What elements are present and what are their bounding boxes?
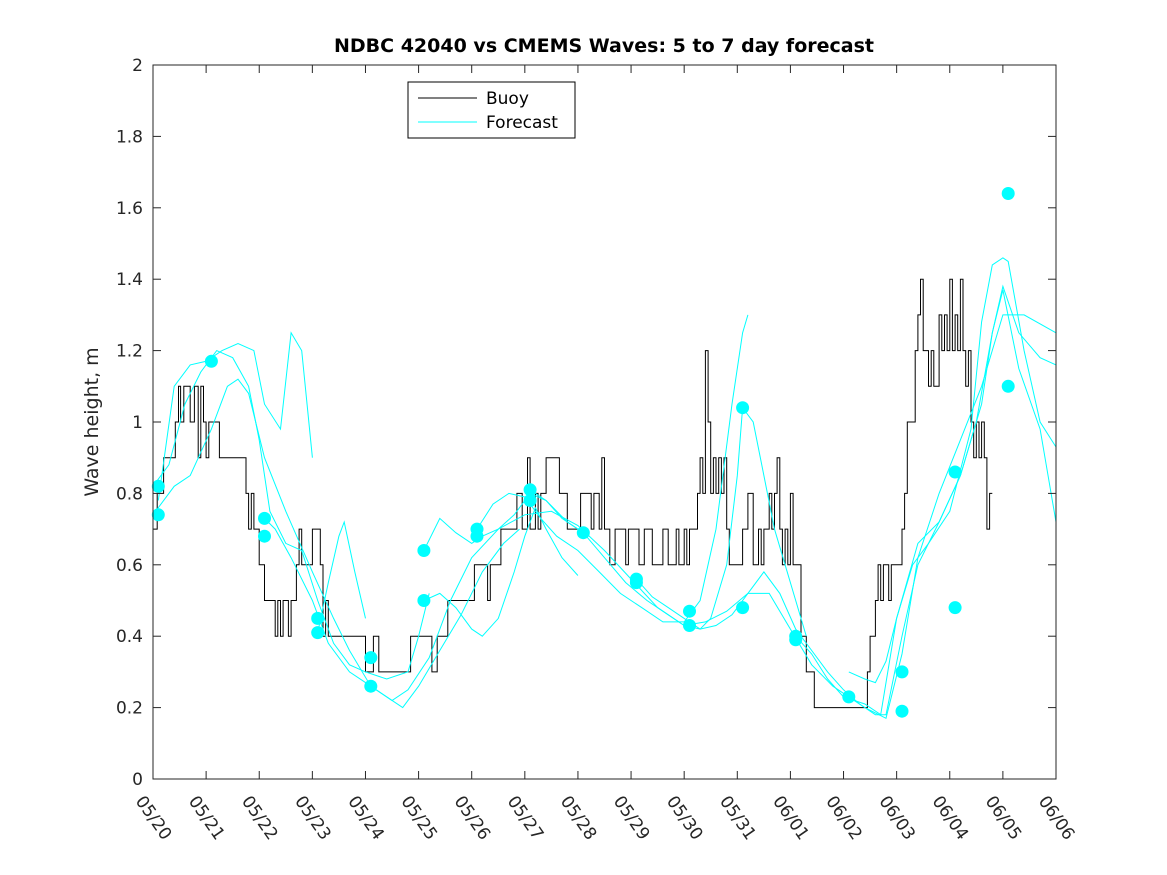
forecast-marker-7 bbox=[364, 651, 378, 665]
x-tick-label: 05/30 bbox=[662, 792, 706, 844]
x-tick-label: 05/27 bbox=[503, 792, 547, 844]
x-tick-label: 05/25 bbox=[396, 792, 440, 844]
x-tick-label: 05/21 bbox=[184, 792, 228, 844]
legend: Buoy Forecast bbox=[407, 81, 576, 139]
forecast-series-line-5 bbox=[317, 520, 366, 633]
y-tick-label: 0.6 bbox=[116, 556, 143, 576]
y-tick-label: 0.2 bbox=[116, 699, 143, 719]
forecast-series-line-4 bbox=[264, 518, 520, 709]
forecast-series-line-2 bbox=[152, 349, 430, 680]
forecast-marker-24 bbox=[842, 690, 856, 704]
y-tick-label: 1.8 bbox=[116, 127, 143, 147]
x-tick-label: 05/31 bbox=[715, 792, 759, 844]
y-tick-label: 1 bbox=[132, 413, 143, 433]
x-tick-label: 06/04 bbox=[928, 792, 972, 844]
forecast-marker-13 bbox=[523, 483, 537, 497]
forecast-marker-20 bbox=[736, 401, 750, 415]
buoy-series-line bbox=[153, 278, 993, 709]
forecast-marker-18 bbox=[683, 604, 696, 618]
legend-box bbox=[407, 81, 576, 139]
y-tick-label: 0.4 bbox=[116, 627, 143, 647]
forecast-marker-25 bbox=[895, 665, 909, 679]
x-tick-label: 05/22 bbox=[237, 792, 281, 844]
forecast-marker-28 bbox=[948, 601, 962, 615]
forecast-marker-2 bbox=[204, 354, 218, 368]
forecast-marker-3 bbox=[258, 511, 271, 525]
y-tick-label: 0 bbox=[132, 770, 143, 790]
forecast-marker-10 bbox=[417, 594, 431, 607]
x-tick-label: 05/29 bbox=[609, 792, 653, 844]
forecast-marker-6 bbox=[311, 626, 325, 640]
x-tick-label: 06/05 bbox=[981, 792, 1025, 844]
y-tick-label: 1.6 bbox=[116, 199, 143, 219]
x-tick-label: 05/26 bbox=[450, 792, 494, 844]
forecast-series-line-1 bbox=[152, 314, 1057, 720]
forecast-series-line-11 bbox=[795, 289, 1057, 716]
y-tick-label: 1.4 bbox=[116, 270, 143, 290]
y-axis-label: Wave height, m bbox=[81, 347, 103, 496]
forecast-marker-0 bbox=[151, 508, 165, 522]
forecast-marker-27 bbox=[948, 465, 962, 479]
forecast-marker-17 bbox=[629, 576, 643, 590]
x-tick-label: 06/02 bbox=[821, 792, 865, 844]
forecast-marker-15 bbox=[576, 526, 590, 540]
forecast-series-line-3 bbox=[157, 331, 313, 501]
forecast-series-line-7 bbox=[423, 506, 579, 637]
forecast-marker-12 bbox=[470, 529, 484, 543]
forecast-series-line-8 bbox=[476, 314, 749, 623]
chart-title: NDBC 42040 vs CMEMS Waves: 5 to 7 day fo… bbox=[334, 35, 874, 57]
forecast-marker-14 bbox=[523, 494, 537, 507]
forecast-marker-23 bbox=[789, 633, 803, 647]
forecast-marker-1 bbox=[151, 479, 165, 493]
forecast-marker-9 bbox=[417, 544, 431, 557]
forecast-marker-26 bbox=[895, 704, 909, 718]
x-tick-label: 05/24 bbox=[343, 792, 387, 844]
y-tick-label: 1.2 bbox=[116, 342, 143, 362]
x-tick-label: 05/23 bbox=[290, 792, 334, 844]
x-tick-label: 06/01 bbox=[768, 792, 812, 844]
forecast-series-line-6 bbox=[423, 492, 584, 551]
forecast-marker-21 bbox=[736, 601, 750, 615]
y-tick-label: 2 bbox=[132, 56, 143, 76]
forecast-marker-30 bbox=[1001, 379, 1015, 393]
x-tick-label: 06/03 bbox=[875, 792, 919, 844]
forecast-marker-5 bbox=[311, 611, 325, 625]
plot-area bbox=[151, 187, 1057, 720]
legend-buoy-label: Buoy bbox=[486, 89, 529, 109]
forecast-marker-19 bbox=[683, 619, 696, 632]
axes-box bbox=[152, 64, 1057, 780]
forecast-marker-29 bbox=[1001, 187, 1015, 200]
forecast-series-line-10 bbox=[636, 284, 1057, 716]
x-tick-label: 05/28 bbox=[556, 792, 600, 844]
forecast-marker-8 bbox=[364, 679, 378, 693]
legend-forecast-label: Forecast bbox=[486, 113, 558, 133]
y-tick-label: 0.8 bbox=[116, 484, 143, 504]
x-tick-label: 06/06 bbox=[1034, 792, 1078, 844]
forecast-marker-4 bbox=[258, 529, 271, 543]
x-tick-label: 05/20 bbox=[131, 792, 175, 844]
